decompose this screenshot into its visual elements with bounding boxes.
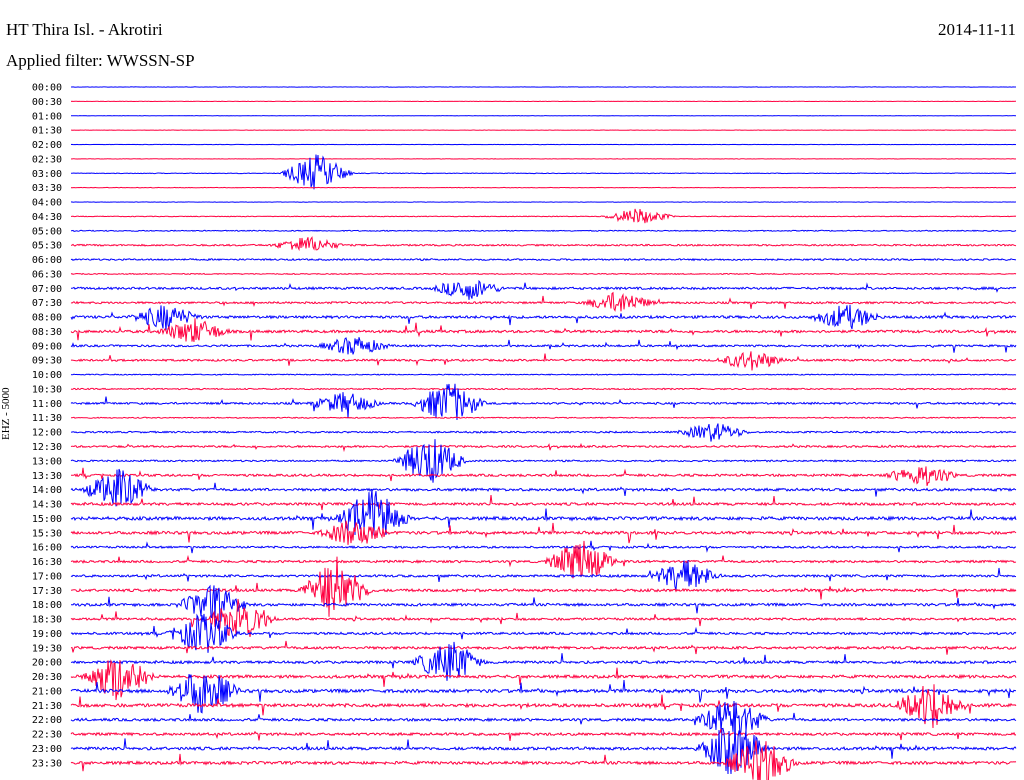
time-tick-label: 20:30 — [32, 672, 62, 683]
trace-line — [70, 337, 1017, 355]
date-label: 2014-11-11 — [937, 20, 1016, 39]
trace-line — [70, 520, 1017, 545]
trace-line — [70, 641, 1017, 681]
trace-line — [70, 700, 1017, 737]
trace-line — [70, 598, 1017, 637]
trace-line — [71, 208, 1017, 224]
trace-line — [70, 684, 1017, 729]
trace-line — [70, 318, 1017, 342]
trace-line — [70, 556, 1017, 617]
trace-line — [70, 257, 1017, 262]
trace-line — [71, 236, 1017, 252]
trace-line — [70, 383, 1017, 421]
time-tick-label: 08:30 — [32, 327, 62, 338]
trace-line — [70, 540, 1017, 579]
trace-line — [70, 559, 1017, 590]
trace-line — [70, 468, 1017, 507]
time-tick-label: 04:00 — [32, 198, 62, 209]
time-tick-label: 07:00 — [32, 284, 62, 295]
time-tick-label: 05:00 — [32, 226, 62, 237]
time-tick-label: 08:00 — [32, 313, 62, 324]
trace-line — [70, 640, 1017, 655]
time-tick-label: 01:30 — [32, 126, 62, 137]
time-tick-label: 13:00 — [32, 456, 62, 467]
time-tick-label: 18:00 — [32, 600, 62, 611]
trace-line — [70, 291, 1017, 312]
trace-line — [70, 351, 1017, 371]
time-tick-label: 07:30 — [32, 298, 62, 309]
trace-line — [70, 416, 1017, 419]
trace-line — [70, 439, 1017, 483]
trace-line — [70, 229, 1017, 233]
time-tick-label: 22:30 — [32, 730, 62, 741]
time-tick-label: 23:00 — [32, 744, 62, 755]
trace-line — [71, 423, 1017, 442]
time-tick-label: 06:00 — [32, 255, 62, 266]
trace-line — [71, 584, 1016, 623]
time-tick-label: 19:00 — [32, 629, 62, 640]
time-tick-label: 15:00 — [32, 514, 62, 525]
trace-line — [70, 442, 1017, 453]
trace-line — [70, 723, 1017, 775]
station-title: HT Thira Isl. - Akrotiri — [6, 20, 163, 39]
time-tick-label: 01:00 — [32, 111, 62, 122]
time-tick-label: 10:00 — [32, 370, 62, 381]
time-tick-label: 02:00 — [32, 140, 62, 151]
filter-label: Applied filter: WWSSN-SP — [6, 51, 195, 70]
time-tick-label: 21:30 — [32, 701, 62, 712]
trace-line — [70, 728, 1017, 741]
trace-line — [70, 488, 1017, 536]
time-tick-label: 17:00 — [32, 571, 62, 582]
time-tick-label: 00:00 — [32, 83, 62, 94]
trace-line — [70, 154, 1017, 190]
time-tick-label: 15:30 — [32, 528, 62, 539]
time-tick-label: 14:00 — [32, 485, 62, 496]
time-tick-label: 05:30 — [32, 241, 62, 252]
trace-line — [70, 740, 1017, 780]
time-tick-label: 19:30 — [32, 643, 62, 654]
time-tick-label: 06:30 — [32, 269, 62, 280]
trace-line — [70, 540, 1017, 554]
time-tick-label: 22:00 — [32, 715, 62, 726]
trace-line — [70, 272, 1017, 276]
time-tick-label: 23:30 — [32, 758, 62, 769]
trace-line — [70, 613, 1017, 653]
trace-rows: 00:00 00:30 01:00 01:30 02:00 02:30 03:00 03:30… — [32, 83, 1017, 780]
time-tick-label: 09:00 — [32, 341, 62, 352]
time-tick-label: 03:00 — [32, 169, 62, 180]
time-tick-label: 12:30 — [32, 442, 62, 453]
trace-line — [70, 494, 1017, 511]
trace-line — [70, 373, 1017, 376]
time-tick-label: 20:00 — [32, 658, 62, 669]
trace-line — [70, 304, 1017, 332]
time-tick-label: 16:00 — [32, 543, 62, 554]
trace-line — [70, 186, 1017, 189]
trace-line — [70, 387, 1017, 391]
time-tick-label: 13:30 — [32, 471, 62, 482]
trace-line — [70, 659, 1017, 701]
trace-line — [70, 674, 1017, 714]
time-tick-label: 03:30 — [32, 183, 62, 194]
time-tick-label: 11:30 — [32, 413, 62, 424]
time-tick-label: 02:30 — [32, 154, 62, 165]
time-tick-label: 16:30 — [32, 557, 62, 568]
time-tick-label: 17:30 — [32, 586, 62, 597]
trace-line — [71, 466, 1017, 487]
time-tick-label: 14:30 — [32, 500, 62, 511]
time-tick-label: 04:30 — [32, 212, 62, 223]
time-tick-label: 09:30 — [32, 356, 62, 367]
time-tick-label: 11:00 — [32, 399, 62, 410]
trace-line — [71, 279, 1017, 300]
time-tick-label: 10:30 — [32, 384, 62, 395]
time-tick-label: 12:00 — [32, 428, 62, 439]
time-tick-label: 00:30 — [32, 97, 62, 108]
time-tick-label: 21:00 — [32, 686, 62, 697]
time-tick-label: 18:30 — [32, 615, 62, 626]
